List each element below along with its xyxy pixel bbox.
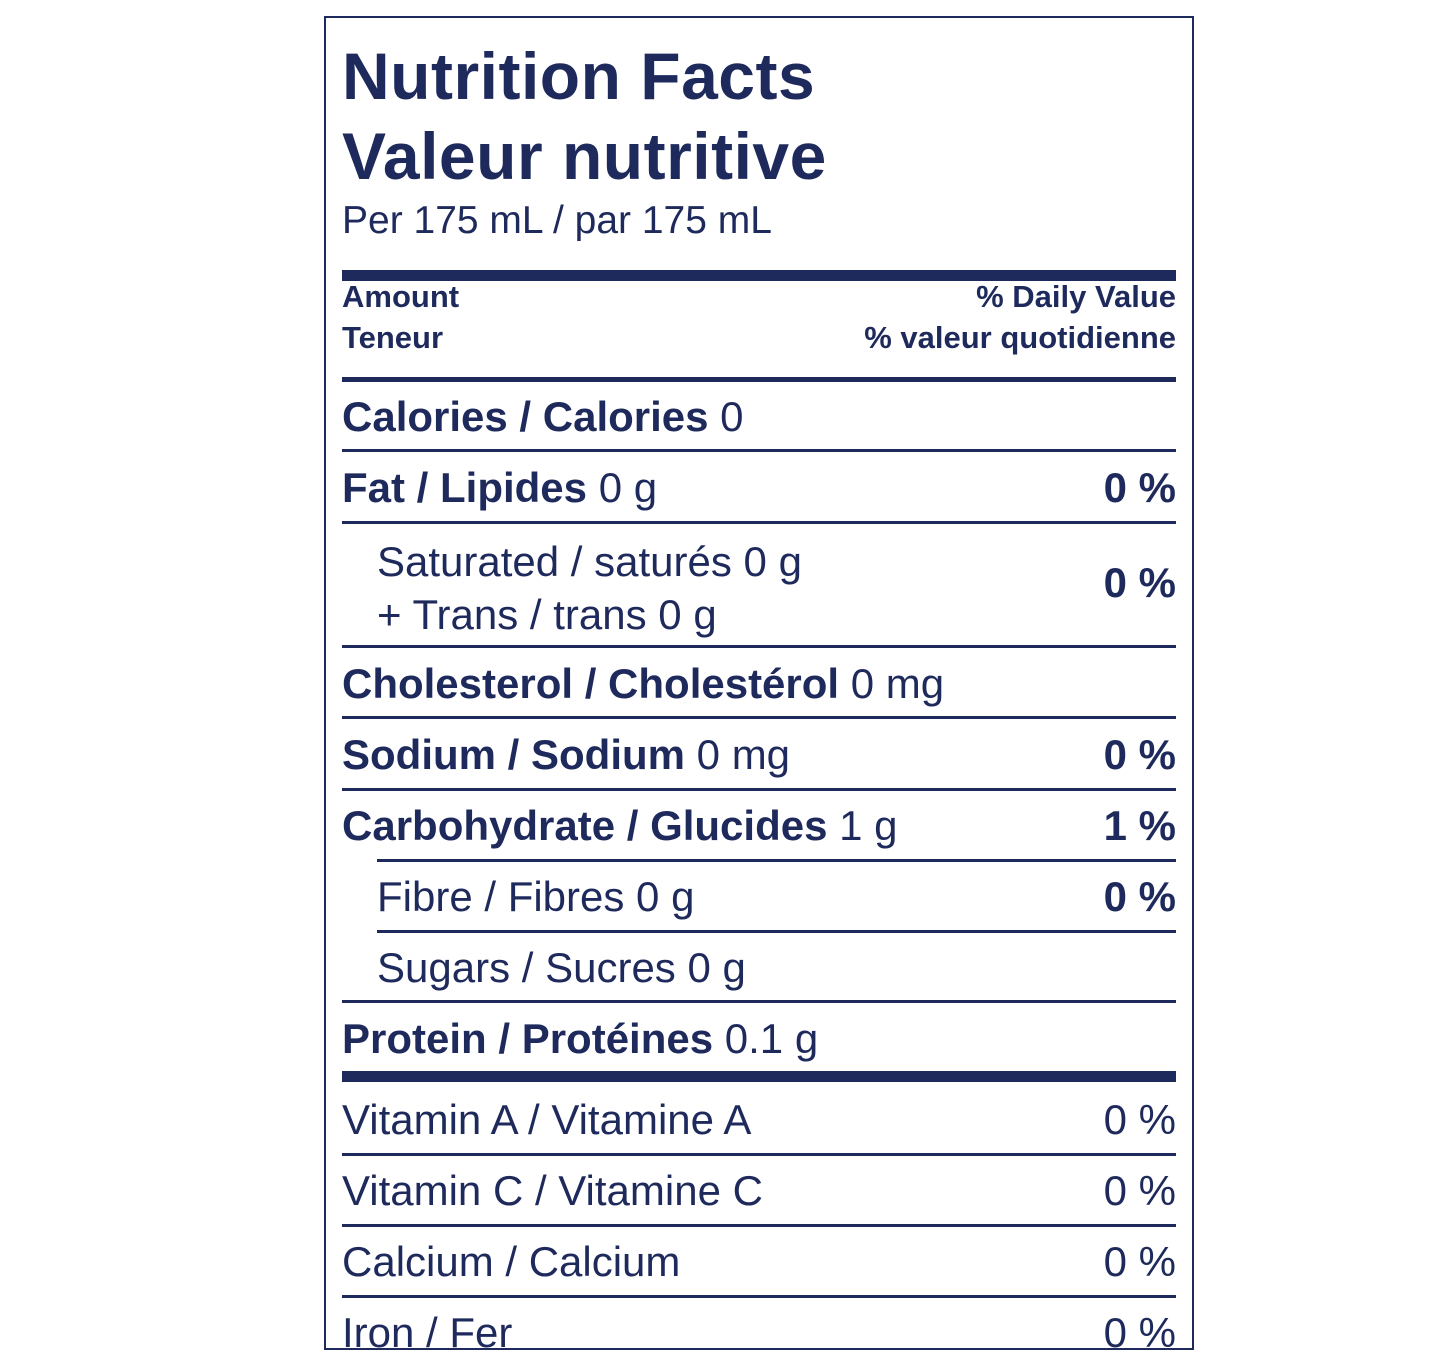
thick-divider-vitamins	[342, 1071, 1176, 1082]
calories-label: Calories / Calories 0	[342, 393, 744, 441]
separator-line	[342, 1153, 1176, 1156]
carbohydrate-label: Carbohydrate / Glucides 1 g	[342, 802, 898, 850]
vitamin-c-daily-value: 0 %	[1103, 1167, 1176, 1214]
title-french: Valeur nutritive	[342, 119, 827, 193]
separator-line	[342, 1295, 1176, 1298]
fibre-label: Fibre / Fibres 0 g	[377, 873, 695, 920]
saturated-line: Saturated / saturés 0 g	[377, 538, 802, 585]
calories-amount: 0	[720, 393, 744, 440]
vitamin-c-label: Vitamin C / Vitamine C	[342, 1167, 763, 1214]
separator-line-indented	[377, 859, 1176, 862]
header-divider	[342, 377, 1176, 382]
cholesterol-name: Cholesterol / Cholestérol	[342, 660, 840, 707]
amount-heading: Amount Teneur	[342, 276, 459, 358]
amount-heading-fr: Teneur	[342, 320, 444, 355]
daily-value-heading: % Daily Value % valeur quotidienne	[864, 276, 1176, 358]
carbohydrate-amount: 1 g	[839, 802, 898, 849]
thick-divider-top	[342, 270, 1176, 281]
serving-size: Per 175 mL / par 175 mL	[342, 199, 772, 242]
carbohydrate-name: Carbohydrate / Glucides	[342, 802, 828, 849]
label-title: Nutrition Facts Valeur nutritive	[342, 36, 827, 196]
separator-line	[342, 521, 1176, 524]
sodium-amount: 0 mg	[696, 731, 791, 778]
sugars-label: Sugars / Sucres 0 g	[377, 944, 746, 991]
separator-line	[342, 645, 1176, 648]
iron-label: Iron / Fer	[342, 1309, 513, 1356]
calcium-label: Calcium / Calcium	[342, 1238, 681, 1285]
saturated-trans-daily-value: 0 %	[1103, 559, 1176, 606]
protein-name: Protein / Protéines	[342, 1015, 714, 1062]
iron-daily-value: 0 %	[1103, 1309, 1176, 1356]
trans-line: + Trans / trans 0 g	[377, 591, 717, 638]
protein-amount: 0.1 g	[724, 1015, 819, 1062]
fat-daily-value: 0 %	[1103, 464, 1176, 511]
cholesterol-label: Cholesterol / Cholestérol 0 mg	[342, 660, 944, 708]
fat-name: Fat / Lipides	[342, 464, 588, 511]
label-inner: Nutrition Facts Valeur nutritive Per 175…	[342, 18, 1176, 1356]
daily-value-heading-en: % Daily Value	[976, 279, 1176, 314]
column-header: Amount Teneur % Daily Value % valeur quo…	[342, 276, 1176, 362]
separator-line	[342, 788, 1176, 791]
sodium-label: Sodium / Sodium 0 mg	[342, 731, 790, 779]
vitamin-a-daily-value: 0 %	[1103, 1096, 1176, 1143]
separator-line	[342, 716, 1176, 719]
amount-heading-en: Amount	[342, 279, 460, 314]
sodium-name: Sodium / Sodium	[342, 731, 685, 778]
protein-label: Protein / Protéines 0.1 g	[342, 1015, 818, 1063]
fat-label: Fat / Lipides 0 g	[342, 464, 657, 512]
cholesterol-amount: 0 mg	[850, 660, 945, 707]
sodium-daily-value: 0 %	[1103, 731, 1176, 778]
separator-line	[342, 1224, 1176, 1227]
nutrition-facts-label: Nutrition Facts Valeur nutritive Per 175…	[324, 16, 1194, 1356]
saturated-trans-label: Saturated / saturés 0 g + Trans / trans …	[377, 535, 802, 641]
separator-line	[342, 449, 1176, 452]
fibre-daily-value: 0 %	[1103, 873, 1176, 920]
separator-line	[342, 1000, 1176, 1003]
separator-line-indented	[377, 930, 1176, 933]
calcium-daily-value: 0 %	[1103, 1238, 1176, 1285]
row-saturated-trans: Saturated / saturés 0 g + Trans / trans …	[342, 535, 1176, 645]
daily-value-heading-fr: % valeur quotidienne	[864, 320, 1176, 355]
vitamin-a-label: Vitamin A / Vitamine A	[342, 1096, 752, 1143]
title-english: Nutrition Facts	[342, 39, 816, 113]
calories-name: Calories / Calories	[342, 393, 709, 440]
carbohydrate-daily-value: 1 %	[1103, 802, 1176, 849]
fat-amount: 0 g	[598, 464, 658, 511]
